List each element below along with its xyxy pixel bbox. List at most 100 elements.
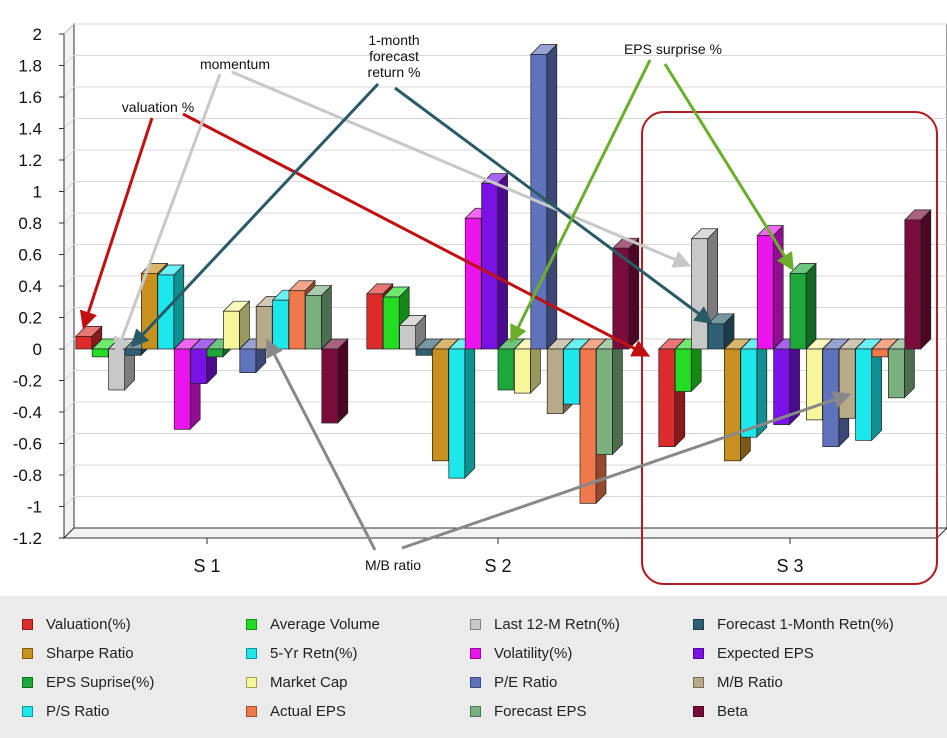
gridline-side (63, 370, 75, 381)
y-tick-label: 0.8 (18, 214, 42, 233)
y-tick-label: 1.2 (18, 151, 42, 170)
legend-swatch (246, 619, 257, 630)
y-tick-label: 1.4 (18, 120, 42, 139)
plot-floor (62, 527, 947, 539)
y-tick-label: -0.6 (13, 435, 42, 454)
y-tick-label: -1.2 (13, 529, 42, 548)
bar-6-s1 (156, 264, 185, 350)
legend-item: Volatility(%) (470, 645, 572, 662)
x-axis: S 1 S 2 S 3 (193, 538, 804, 576)
legend-label: Expected EPS (717, 645, 814, 662)
bar-8-s1 (189, 338, 218, 385)
legend-label: Forecast 1-Month Retn(%) (717, 616, 894, 633)
bar-10-s2 (513, 338, 542, 394)
legend-label: P/E Ratio (494, 674, 558, 691)
annotation-arrow-valuation (79, 117, 154, 330)
bar-6-s2 (447, 338, 476, 479)
legend-swatch (246, 648, 257, 659)
legend-item: Valuation(%) (22, 616, 131, 633)
annotation-arrow-mb-ratio (266, 338, 377, 551)
gridline-side (63, 338, 75, 350)
x-tick-label: S 2 (484, 556, 511, 576)
gridline-side (63, 433, 75, 444)
y-tick-label: 1.8 (18, 57, 42, 76)
bar-15-s2 (595, 338, 624, 456)
legend-swatch (470, 677, 481, 688)
legend-swatch (470, 619, 481, 630)
legend-item: Forecast 1-Month Retn(%) (693, 616, 894, 633)
bars (74, 43, 932, 505)
legend-swatch (470, 648, 481, 659)
legend-label: EPS Suprise(%) (46, 674, 155, 691)
legend-label: Average Volume (270, 616, 380, 633)
legend-label: Volatility(%) (494, 645, 573, 662)
legend-label: Market Cap (270, 674, 348, 691)
legend-label: Valuation(%) (46, 616, 131, 633)
bar-1-s1 (74, 325, 103, 350)
y-tick-label: -0.4 (13, 403, 42, 422)
bar-7-s3 (756, 224, 785, 350)
legend-label: Forecast EPS (494, 703, 587, 720)
bar-15-s1 (304, 284, 333, 350)
gridline-side (63, 307, 75, 318)
legend-swatch (22, 677, 33, 688)
annotation-arrow-mb-ratio (401, 391, 852, 550)
y-tick-label: 1 (33, 183, 42, 202)
x-tick-label: S 3 (776, 556, 803, 576)
legend-item: M/B Ratio (693, 674, 783, 691)
legend-item: Actual EPS (246, 703, 346, 720)
annotations: valuation % momentum 1-month forecast return… (79, 32, 938, 585)
legend-item: P/E Ratio (470, 674, 557, 691)
y-tick-label: 0.4 (18, 277, 42, 296)
gridline-side (63, 244, 75, 255)
legend-item: Forecast EPS (470, 703, 587, 720)
legend-item: Last 12-M Retn(%) (470, 616, 620, 633)
bar-6-s3 (739, 338, 768, 439)
annotation-label-eps-surprise: EPS surprise % (624, 41, 722, 57)
y-tick-label: 1.6 (18, 88, 42, 107)
annotation-arrow-momentum (113, 73, 222, 356)
bar-16-s1 (320, 338, 349, 424)
legend-swatch (246, 677, 257, 688)
legend-swatch (246, 706, 257, 717)
bar-3-s2 (398, 314, 427, 350)
legend-label: Sharpe Ratio (46, 645, 134, 662)
legend-label: Last 12-M Retn(%) (494, 616, 620, 633)
bar-15-s3 (887, 338, 916, 399)
y-tick-label: 2 (33, 25, 42, 44)
legend-swatch (22, 706, 33, 717)
legend-item: EPS Suprise(%) (22, 674, 154, 691)
legend-swatch (22, 648, 33, 659)
legend-item: 5-Yr Retn(%) (246, 645, 358, 662)
legend-label: 5-Yr Retn(%) (270, 645, 358, 662)
legend-swatch (693, 706, 704, 717)
gridline-side (63, 55, 75, 66)
bar-9-s3 (789, 262, 817, 350)
bar-16-s3 (903, 209, 932, 350)
annotation-arrow-momentum (231, 70, 692, 268)
legend-swatch (693, 648, 704, 659)
legend-label: P/S Ratio (46, 703, 110, 720)
gridline-side (63, 23, 75, 35)
gridline-side (63, 464, 75, 476)
y-tick-label: -0.8 (13, 466, 42, 485)
legend-swatch (470, 706, 481, 717)
gridline-side (63, 118, 75, 129)
annotation-arrow-forecast (130, 82, 380, 348)
annotation-label-mb-ratio: M/B ratio (365, 557, 421, 573)
annotation-label-valuation: valuation % (122, 99, 194, 115)
legend-item: Beta (693, 703, 748, 720)
annotation-label-momentum: momentum (200, 56, 270, 72)
legend-item: Market Cap (246, 674, 348, 691)
legend-swatch (693, 619, 704, 630)
legend-item: Expected EPS (693, 645, 814, 662)
bar-chart: 2 1.8 1.6 1.4 1.2 1 0.8 0.6 0.4 0.2 0 -0.2 -0.4 -0.6 -… (13, 22, 947, 585)
bar-10-s1 (222, 300, 251, 350)
annotation-arrow-eps-surprise (510, 59, 652, 344)
y-tick-label: 0.6 (18, 246, 42, 265)
legend-item: P/S Ratio (22, 703, 109, 720)
legend-swatch (22, 619, 33, 630)
y-tick-label: -1 (27, 498, 42, 517)
legend-label: Actual EPS (270, 703, 346, 720)
legend: Valuation(%) Average Volume Last 12-M Retn… (0, 596, 947, 738)
